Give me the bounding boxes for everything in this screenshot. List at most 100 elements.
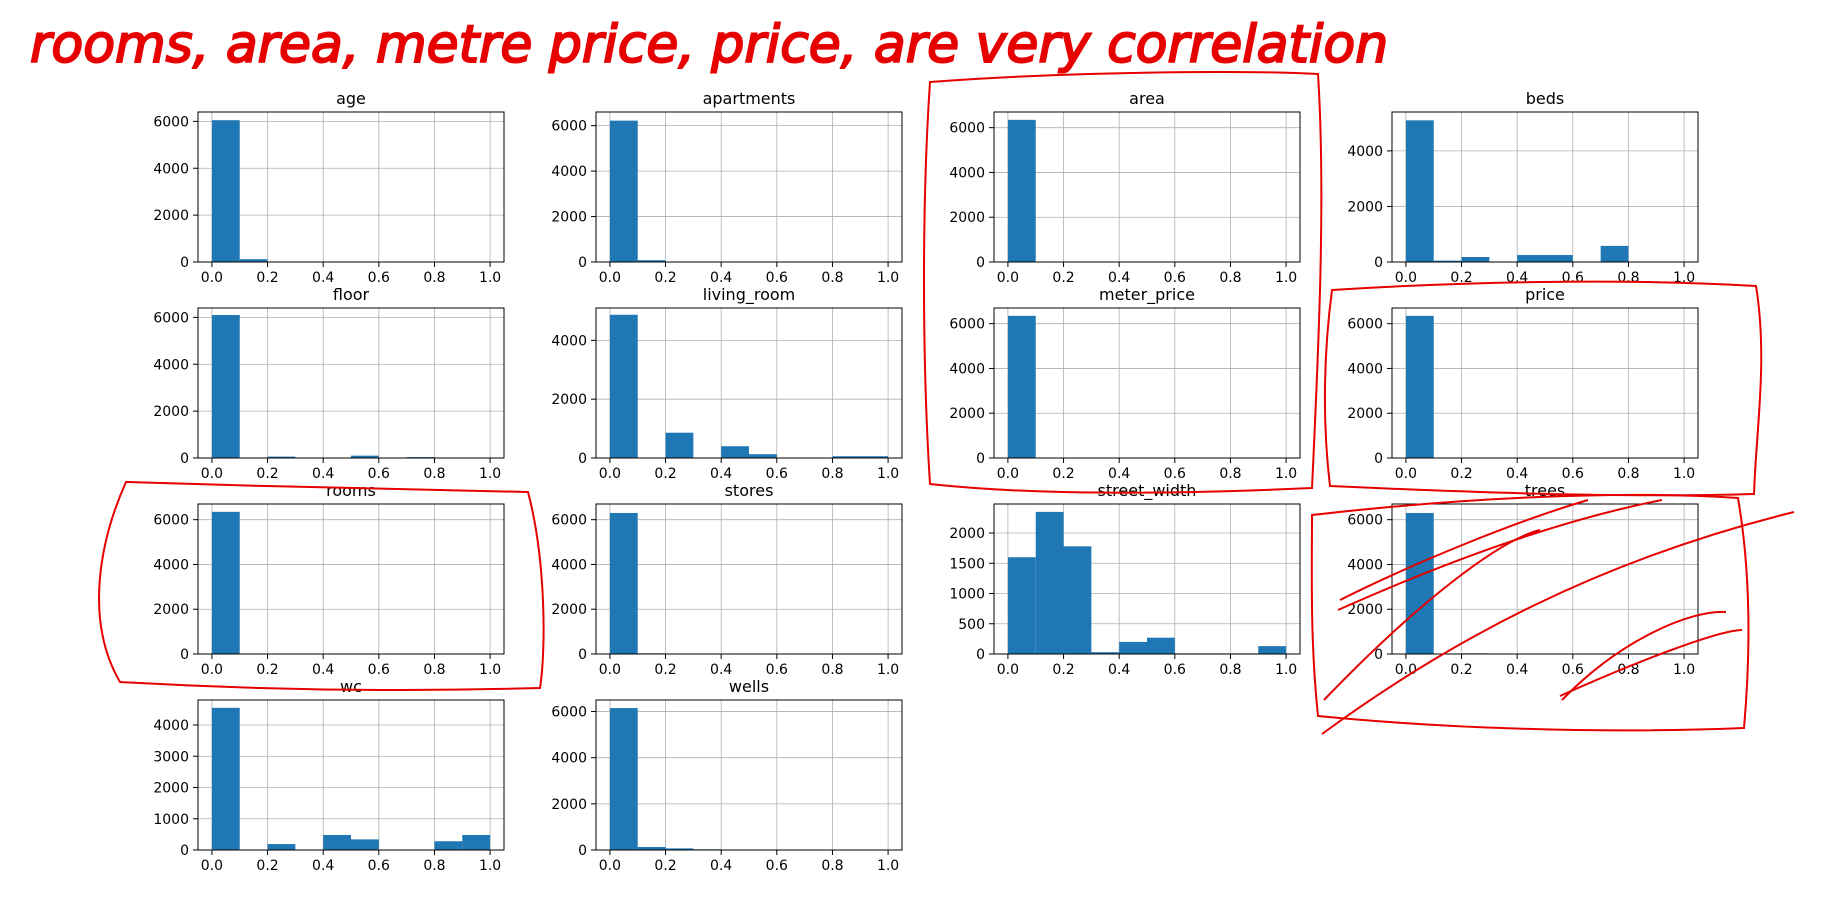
x-tick-label: 0.4 — [312, 662, 334, 678]
y-tick-label: 2000 — [153, 208, 189, 224]
x-tick-label: 0.6 — [766, 662, 788, 678]
panel-title: rooms — [326, 481, 376, 500]
y-tick-label: 0 — [976, 451, 985, 467]
x-tick-label: 0.0 — [201, 662, 223, 678]
x-tick-label: 1.0 — [877, 270, 899, 286]
x-tick-label: 0.2 — [1052, 662, 1074, 678]
y-tick-label: 6000 — [551, 513, 587, 529]
histogram-bar — [351, 455, 379, 458]
y-tick-label: 4000 — [153, 557, 189, 573]
panel-meter-price: 0.0 0.2 0.4 0.6 0.8 1.0 0 2000 4000 6000 meter_pri… — [949, 285, 1301, 482]
x-tick-label: 1.0 — [877, 662, 899, 678]
y-tick-label: 2000 — [551, 797, 587, 813]
y-tick-label: 2000 — [1347, 406, 1383, 422]
histogram-bar — [462, 835, 491, 850]
x-tick-label: 0.8 — [1219, 466, 1241, 482]
panel-title: wells — [729, 677, 769, 696]
histogram-bar — [239, 259, 268, 262]
histogram-bar — [860, 456, 889, 458]
panel-area: 0.0 0.2 0.4 0.6 0.8 1.0 0 2000 4000 6000 area — [949, 89, 1301, 286]
histogram-bar — [609, 512, 638, 654]
x-tick-label: 0.4 — [1108, 662, 1130, 678]
x-tick-label: 0.8 — [821, 858, 843, 874]
panel-title: age — [336, 89, 366, 108]
panel-wells: 0.0 0.2 0.4 0.6 0.8 1.0 0 2000 4000 6000 wells — [551, 677, 903, 874]
panel-title: living_room — [703, 285, 796, 305]
x-tick-label: 0.6 — [766, 858, 788, 874]
panel-title: floor — [333, 285, 370, 304]
histogram-grid: 0.0 0.2 0.4 0.6 0.8 1.0 0 2000 4000 6000 age 0.0 0.2… — [153, 89, 1699, 874]
x-tick-label: 0.0 — [997, 466, 1019, 482]
histogram-bar — [609, 708, 638, 850]
histogram-bar — [665, 848, 694, 850]
axes-frame — [993, 307, 1301, 459]
y-tick-label: 6000 — [153, 310, 189, 326]
histogram-bar — [749, 454, 777, 458]
histogram-bar — [1600, 245, 1629, 262]
x-tick-label: 0.0 — [599, 662, 621, 678]
x-tick-label: 0.8 — [821, 270, 843, 286]
y-tick-label: 2000 — [551, 602, 587, 618]
panel-living-room: 0.0 0.2 0.4 0.6 0.8 1.0 0 2000 4000 living_room — [551, 285, 903, 482]
histogram-bar — [1405, 512, 1434, 654]
x-tick-label: 0.2 — [1450, 270, 1472, 286]
panel-title: beds — [1526, 89, 1565, 108]
histogram-bar — [1007, 119, 1036, 263]
panel-floor: 0.0 0.2 0.4 0.6 0.8 1.0 0 2000 4000 6000 floor — [153, 285, 505, 482]
y-tick-label: 0 — [1374, 647, 1383, 663]
histogram-bar — [211, 120, 240, 262]
x-tick-label: 0.8 — [1617, 270, 1639, 286]
y-tick-label: 0 — [578, 647, 587, 663]
axes-frame — [1391, 503, 1699, 655]
x-tick-label: 0.8 — [821, 466, 843, 482]
y-tick-label: 4000 — [551, 751, 587, 767]
y-tick-label: 2000 — [153, 602, 189, 618]
y-tick-label: 4000 — [551, 333, 587, 349]
circle-rooms — [98, 480, 545, 691]
x-tick-label: 0.4 — [312, 858, 334, 874]
y-tick-label: 4000 — [949, 361, 985, 377]
y-tick-label: 4000 — [153, 357, 189, 373]
panel-title: price — [1525, 285, 1565, 304]
x-tick-label: 0.0 — [201, 466, 223, 482]
x-tick-label: 0.2 — [654, 858, 676, 874]
histogram-bar — [267, 844, 296, 850]
x-tick-label: 0.4 — [1108, 466, 1130, 482]
y-tick-label: 6000 — [949, 317, 985, 333]
x-tick-label: 1.0 — [1275, 270, 1297, 286]
panel-street-width: 0.0 0.2 0.4 0.6 0.8 1.0 0 500 1000 1500 2000 street… — [949, 481, 1301, 678]
x-tick-label: 0.0 — [997, 662, 1019, 678]
x-tick-label: 0.0 — [201, 270, 223, 286]
y-tick-label: 4000 — [551, 557, 587, 573]
y-tick-label: 6000 — [1347, 513, 1383, 529]
y-tick-label: 6000 — [1347, 317, 1383, 333]
histogram-bar — [665, 432, 694, 458]
histogram-bar — [211, 707, 240, 850]
axes-frame — [595, 699, 903, 851]
y-tick-label: 0 — [578, 843, 587, 859]
y-tick-label: 4000 — [1347, 144, 1383, 160]
histogram-bar — [1545, 255, 1573, 262]
histogram-bar — [609, 314, 638, 458]
histogram-bar — [1119, 641, 1147, 654]
y-tick-label: 1500 — [949, 556, 985, 572]
y-tick-label: 2000 — [551, 392, 587, 408]
y-tick-label: 4000 — [1347, 361, 1383, 377]
x-tick-label: 0.2 — [1052, 466, 1074, 482]
x-tick-label: 0.2 — [256, 858, 278, 874]
histogram-bar — [1063, 546, 1092, 654]
x-tick-label: 1.0 — [1673, 466, 1695, 482]
x-tick-label: 0.2 — [1052, 270, 1074, 286]
histogram-bar — [1517, 255, 1545, 262]
histogram-bar — [832, 456, 861, 458]
x-tick-label: 0.4 — [1108, 270, 1130, 286]
y-tick-label: 0 — [180, 843, 189, 859]
x-tick-label: 0.0 — [1395, 466, 1417, 482]
axes-frame — [197, 699, 505, 851]
panel-title: trees — [1525, 481, 1566, 500]
x-tick-label: 0.4 — [312, 270, 334, 286]
x-tick-label: 1.0 — [479, 466, 501, 482]
histogram-bar — [1007, 315, 1036, 458]
